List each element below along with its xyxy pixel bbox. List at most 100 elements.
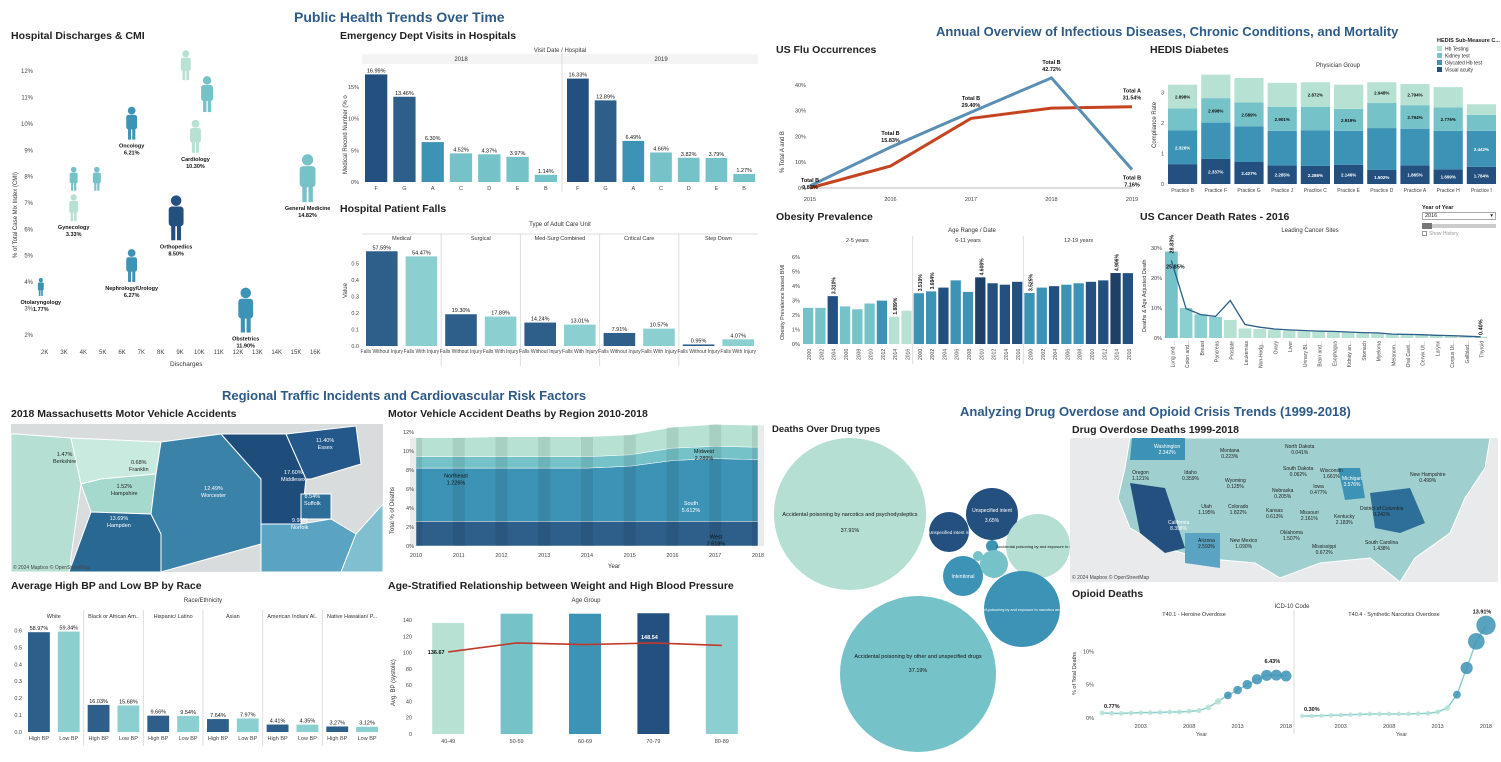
section-title-annual-overview: Annual Overview of Infectious Diseases, … [936, 24, 1399, 39]
opioid-y-axis-label: % of Total Deaths [1072, 652, 1078, 695]
bubble-other-drugs[interactable] [840, 596, 996, 752]
opioid-point [1099, 710, 1105, 716]
hedis-segment [1466, 166, 1496, 184]
ed-category: E [715, 186, 719, 192]
bubble-small-1[interactable] [986, 540, 998, 552]
checkbox-icon[interactable] [1422, 231, 1427, 237]
weight-bar [500, 613, 533, 734]
cancer-year-filter[interactable]: Year of Year 2016 ▾ Show History [1422, 205, 1496, 247]
state-label: Idaho 0.359% [1182, 470, 1199, 482]
cancer-y-tick: 20% [1151, 276, 1162, 282]
cancer-site: Corpus Ut... [1450, 341, 1456, 368]
opioid-panel: ICD-10 Code % of Total Deaths T40.1 - He… [1068, 600, 1498, 754]
show-history-toggle[interactable]: Show History [1422, 231, 1496, 237]
hospital-y-tick: 7% [24, 201, 33, 207]
state-washington-shape[interactable] [1130, 438, 1185, 460]
hedis-segment [1267, 130, 1297, 166]
person-icon-body [201, 85, 214, 101]
ma-map-svg [11, 425, 383, 572]
state-california-shape[interactable] [1130, 483, 1185, 553]
state-label: Michigan 3.576% [1342, 476, 1362, 488]
hedis-segment [1300, 165, 1330, 184]
bp-bar-label: 4.41% [270, 719, 286, 725]
weight-trend-line [448, 642, 722, 653]
opioid-point [1299, 713, 1305, 719]
state-east-shape[interactable] [1370, 488, 1425, 533]
bp-bar [117, 705, 140, 732]
bp-bar-label: 3.12% [359, 721, 375, 727]
mvad-region-name: South [684, 501, 698, 507]
bubble-small-3[interactable] [980, 550, 1008, 578]
flu-x-tick: 2017 [965, 197, 977, 203]
flu-point-value: 29.40% [962, 103, 981, 109]
mvad-region-value: 2.289% [695, 456, 714, 462]
ma-map[interactable]: 11.40% Essex 0.68% Franklin 1.47% Berkshire 1.… [11, 424, 383, 572]
map-region-norfolk[interactable] [260, 518, 357, 572]
year-slider[interactable] [1422, 223, 1496, 229]
ed-y-tick: 10% [348, 117, 359, 123]
person-icon-leg [132, 128, 136, 140]
mvad-y-axis-label: Total % of Deaths [390, 487, 396, 534]
us-overdose-map[interactable]: Washington 2.342% Montana 0.223% North Dakot… [1070, 438, 1498, 582]
cancer-bar [1415, 334, 1429, 338]
flu-point-label: Total B [881, 131, 899, 137]
bubble-intentional[interactable] [943, 556, 983, 596]
obesity-year: 2008 [856, 349, 862, 360]
hedis-chart: Physician Group Compliance Rate HEDIS Su… [1152, 38, 1500, 194]
opioid-x-tick: 2008 [1183, 724, 1195, 730]
obesity-group-label: 6-11 years [955, 238, 981, 244]
bubble-value-other: 37.19% [909, 668, 928, 674]
year-filter-select[interactable]: 2016 ▾ [1422, 212, 1496, 220]
obesity-year: 2006 [844, 349, 850, 360]
bubble-narcotics[interactable] [774, 438, 926, 590]
map-region-plymouth[interactable] [340, 503, 383, 572]
bubble-unspecified-intent[interactable] [966, 488, 1018, 540]
hedis-header: Physician Group [1316, 63, 1361, 69]
bp-category: Low BP [358, 736, 377, 742]
point-label: General Medicine [285, 206, 331, 212]
ed-category: G [603, 186, 607, 192]
cancer-y-tick: 10% [1151, 306, 1162, 312]
bp-y-tick: 0.0 [14, 730, 22, 736]
opioid-point [1406, 711, 1411, 717]
state-michigan-shape[interactable] [1338, 468, 1365, 500]
bubble-small-2[interactable] [973, 551, 983, 561]
state-name: Iowa [1313, 484, 1324, 490]
person-icon-leg [182, 70, 186, 81]
mvad-x-tick: 2013 [538, 553, 550, 559]
flu-y-tick: 10% [795, 160, 806, 166]
bubble-unspecified-intent-in[interactable] [929, 512, 969, 552]
obesity-bar [1085, 281, 1097, 344]
bubble-accidental-exposure[interactable] [1006, 514, 1070, 578]
opioid-point [1309, 713, 1314, 719]
state-name: Nebraska [1272, 488, 1294, 494]
point-label: Obstetrics [232, 337, 259, 343]
obesity-year: 2008 [1078, 349, 1084, 360]
state-name: District of Columbia [1360, 506, 1404, 512]
state-label: Nebraska 0.205% [1272, 488, 1293, 500]
ed-bar-label: 3.79% [709, 152, 725, 158]
state-name: Oklahoma [1280, 530, 1303, 536]
state-arizona-shape[interactable] [1185, 533, 1220, 568]
bp-bar-label: 3.27% [329, 720, 345, 726]
ed-bar-label: 4.66% [653, 146, 669, 152]
state-value: 1.195% [1198, 510, 1215, 516]
ed-bar [421, 142, 444, 182]
opioid-point [1205, 704, 1212, 711]
hedis-segment-label: 2.948% [1374, 91, 1389, 96]
bubble-intentional-self[interactable] [984, 571, 1060, 647]
ed-header: Visit Date / Hospital [534, 48, 586, 54]
opioid-point [1167, 709, 1173, 715]
ed-category: G [402, 186, 406, 192]
hedis-segment-label: 2.872% [1308, 92, 1323, 97]
person-icon-leg [302, 186, 307, 203]
obesity-year: 2012 [992, 349, 998, 360]
hedis-y-tick: 0 [1161, 182, 1164, 188]
opioid-point [1196, 708, 1202, 714]
obesity-year: 2000 [918, 349, 924, 360]
slider-handle-icon[interactable] [1422, 223, 1432, 229]
ma-region-name: Berkshire [53, 459, 77, 465]
map-region-essex[interactable] [285, 425, 362, 480]
state-label: Montana 0.223% [1220, 448, 1239, 460]
hedis-segment [1433, 107, 1463, 131]
